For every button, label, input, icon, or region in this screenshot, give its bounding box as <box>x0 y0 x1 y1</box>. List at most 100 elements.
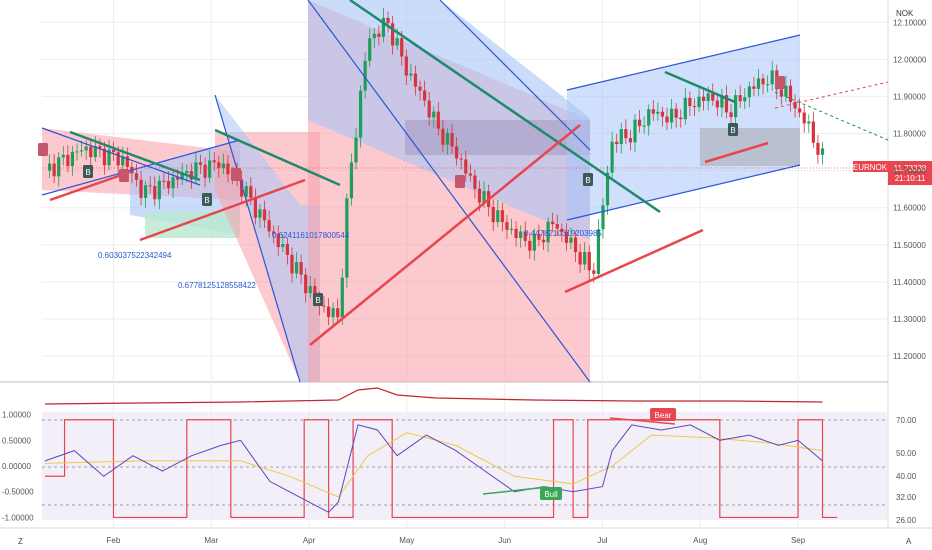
candle-body <box>798 108 802 113</box>
candle-body <box>784 85 788 97</box>
time-tick-label: Jul <box>597 536 607 545</box>
candle-body <box>390 23 395 46</box>
corner-right-label[interactable]: A <box>906 537 912 546</box>
candle-body <box>692 106 697 108</box>
candle-body <box>697 96 701 108</box>
time-tick-label: Jun <box>498 536 511 545</box>
candle-body <box>720 95 724 108</box>
candle-body <box>244 186 248 197</box>
candle-body <box>400 38 404 57</box>
rsi-right-tick: 32.00 <box>896 493 917 502</box>
candle-body <box>660 111 665 117</box>
rsi-right-tick: 50.00 <box>896 449 917 458</box>
candle-body <box>564 231 568 243</box>
candle-body <box>674 108 678 118</box>
time-tick-label: Sep <box>791 536 806 545</box>
candle-body <box>185 171 189 173</box>
regime-line <box>45 419 838 519</box>
upper-band-line <box>44 387 823 405</box>
candle-body <box>555 224 559 229</box>
candle-body <box>615 141 619 145</box>
candle-body <box>102 148 107 166</box>
candle-body <box>546 221 550 243</box>
candle-body <box>605 172 610 206</box>
candle-body <box>47 163 52 171</box>
candle-body <box>464 159 468 174</box>
candle-body <box>445 132 450 145</box>
candle-body <box>52 163 56 177</box>
candle-body <box>89 146 93 158</box>
candle-body <box>171 177 175 189</box>
candle-body <box>276 233 280 248</box>
green-zone-1 <box>145 210 240 238</box>
candle-body <box>386 17 390 24</box>
candle-body <box>747 86 751 98</box>
candle-body <box>779 89 783 97</box>
channel-line <box>41 139 241 196</box>
candle-body <box>788 85 793 103</box>
red-trendline <box>49 170 131 202</box>
candle-body <box>505 222 509 230</box>
candle-body <box>262 209 267 221</box>
candle-body <box>468 173 472 176</box>
candle-body <box>569 237 573 243</box>
buy-marker-text: B <box>585 176 590 185</box>
candle-body <box>308 286 312 294</box>
price-tick-label: 11.80000 <box>893 130 926 139</box>
candle-body <box>724 95 729 113</box>
candle-body <box>290 254 294 274</box>
candle-body <box>331 308 335 318</box>
green-trendline <box>349 0 661 214</box>
bear-divergence <box>609 417 676 425</box>
rsi-right-tick: 40.00 <box>896 472 917 481</box>
candle-body <box>180 172 184 180</box>
candle-body <box>294 262 299 274</box>
candle-body <box>770 70 774 85</box>
bull-label <box>540 487 562 500</box>
sell-marker <box>38 143 48 156</box>
candle-body <box>637 119 642 127</box>
fib-ratio-label: 0.6778125128558422 <box>178 281 256 290</box>
price-tick-label: 12.00000 <box>893 55 927 64</box>
currency-label: NOK <box>896 9 914 18</box>
candle-body <box>322 305 326 307</box>
candle-body <box>587 252 591 271</box>
bull-label-text: Bull <box>544 490 558 499</box>
red-trendline <box>704 141 769 164</box>
time-tick-label: Mar <box>204 536 218 545</box>
candle-body <box>112 149 116 153</box>
candle-body <box>669 108 674 123</box>
rsi-line <box>44 424 823 513</box>
buy-marker <box>583 173 593 186</box>
candle-body <box>715 100 719 108</box>
candle-body <box>299 262 303 275</box>
price-tag-countdown: 21:10:11 <box>895 174 926 183</box>
candle-body <box>537 234 541 240</box>
candle-body <box>610 141 614 173</box>
candle-body <box>281 244 285 248</box>
buy-marker <box>728 123 738 136</box>
rsi-right-ticks: 70.00 50.00 40.00 32.00 26.00 <box>896 416 917 525</box>
rsi-right-tick: 70.00 <box>896 416 917 425</box>
green-trendline <box>664 70 736 104</box>
candle-body <box>816 142 820 155</box>
right-axis-bg <box>888 0 932 550</box>
candle-body <box>253 197 257 218</box>
candle-body <box>752 86 756 89</box>
candle-body <box>473 175 477 189</box>
candle-body <box>267 220 271 232</box>
candle-body <box>345 198 349 278</box>
candle-body <box>139 179 143 198</box>
sell-marker <box>455 175 465 188</box>
fib-ratio-label: 0.603037522342494 <box>98 251 172 260</box>
rsi-left-tick: 0.00000 <box>2 462 31 471</box>
candle-body <box>450 132 454 147</box>
corner-left-label[interactable]: Z <box>18 537 23 546</box>
time-tick-label: Aug <box>693 536 707 545</box>
buy-marker-text: B <box>730 126 735 135</box>
candle-body <box>409 73 413 76</box>
candle-body <box>336 308 340 318</box>
time-tick-label: May <box>399 536 414 545</box>
channel-line <box>566 164 801 221</box>
bear-label-text: Bear <box>655 411 672 420</box>
